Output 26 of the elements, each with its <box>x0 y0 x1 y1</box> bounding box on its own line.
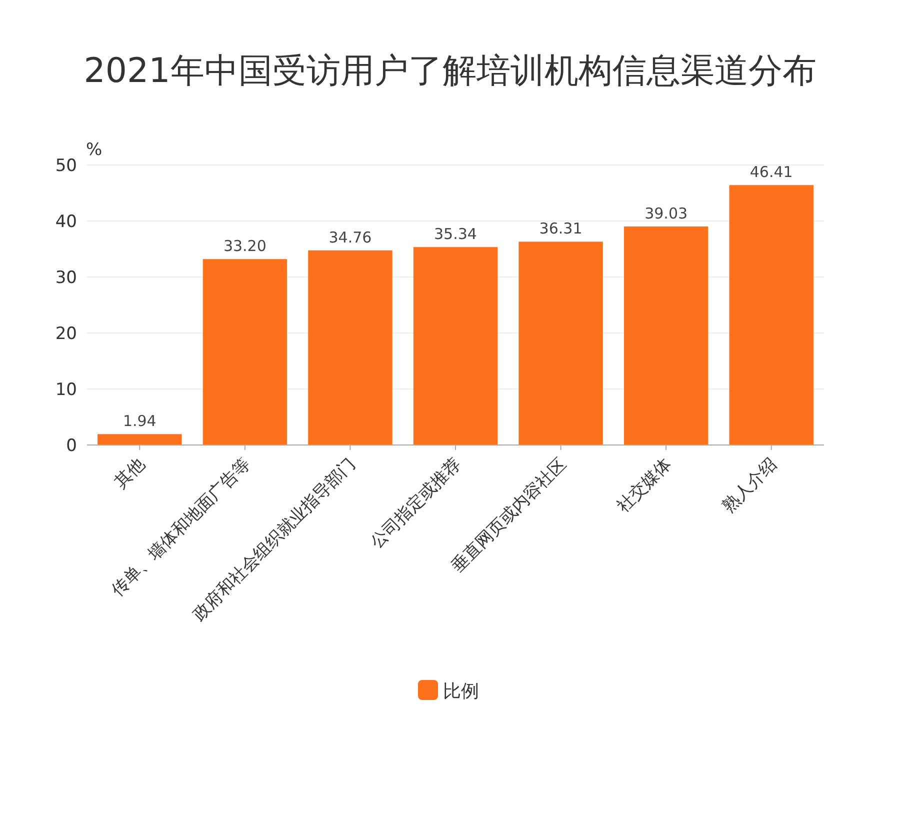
text: 33.20 <box>223 237 266 256</box>
legend-label: 比例 <box>443 681 479 702</box>
y-tick-label: 40 <box>55 212 77 232</box>
bar <box>624 226 708 445</box>
chart-title: 2021年中国受访用户了解培训机构信息渠道分布 <box>84 51 816 91</box>
bar <box>308 250 392 445</box>
x-tick-label: 其他 <box>110 454 150 493</box>
y-axis-title: % <box>86 140 102 160</box>
text: 34.76 <box>328 228 372 246</box>
bar <box>729 185 814 445</box>
bar <box>518 242 603 445</box>
bar <box>98 434 182 445</box>
x-tick-label: 社交媒体 <box>613 454 676 517</box>
bar <box>413 247 498 445</box>
x-tick-label: 熟人介绍 <box>718 454 781 517</box>
text: 1.94 <box>122 412 156 430</box>
y-tick-label: 10 <box>55 380 77 400</box>
y-tick-label: 30 <box>55 268 77 288</box>
y-tick-label: 20 <box>55 324 77 344</box>
y-tick-label: 0 <box>66 436 77 456</box>
bar <box>202 259 288 445</box>
text: 36.31 <box>539 220 582 238</box>
text: 39.03 <box>644 204 688 222</box>
y-tick-label: 50 <box>55 156 77 176</box>
text: 35.34 <box>434 225 477 244</box>
text: 46.41 <box>750 163 793 182</box>
